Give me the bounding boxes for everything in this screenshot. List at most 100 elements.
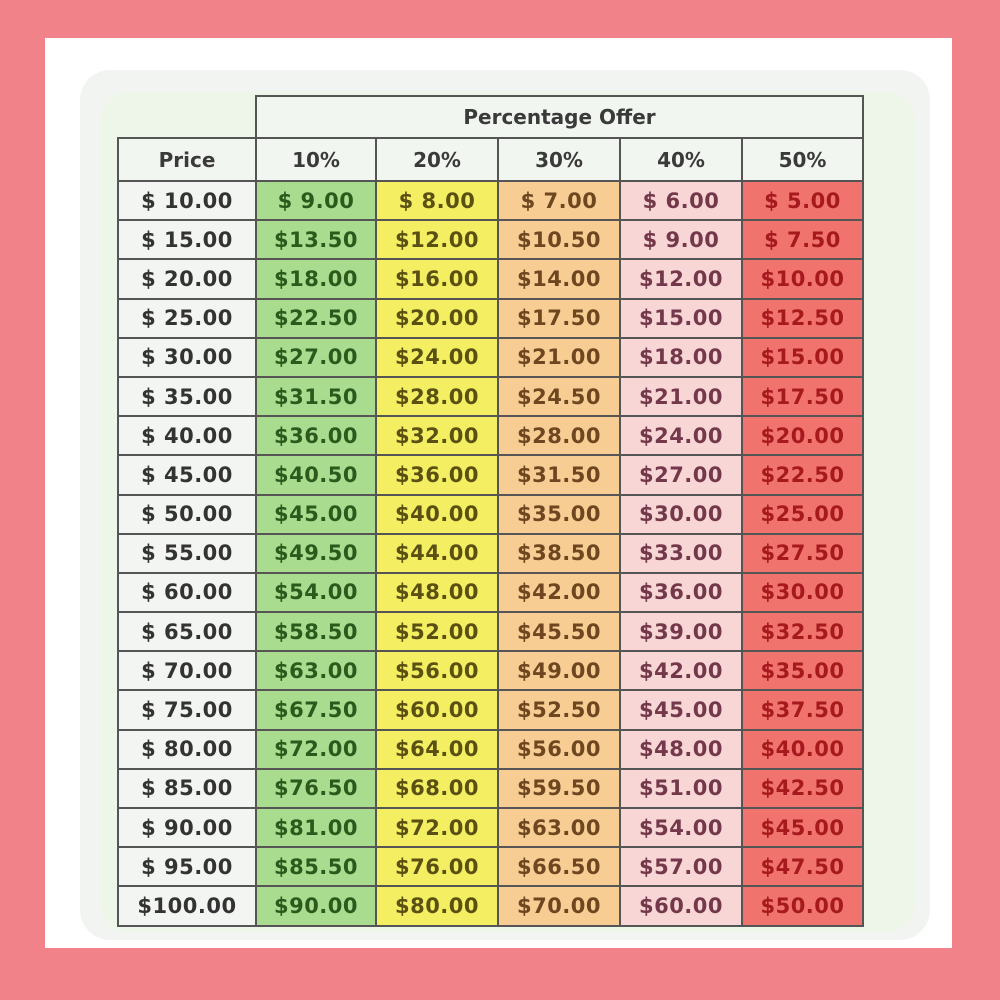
offer-cell: $ 9.00 xyxy=(255,179,377,222)
offer-cell: $30.00 xyxy=(619,493,743,535)
price-cell: $ 15.00 xyxy=(117,219,257,261)
offer-cell: $32.50 xyxy=(741,611,864,653)
offer-cell: $56.00 xyxy=(375,650,499,692)
offer-cell: $47.50 xyxy=(741,846,864,888)
offer-cell: $12.50 xyxy=(741,297,864,339)
offer-cell: $33.00 xyxy=(619,532,743,574)
table-row: $ 15.00 $13.50 $12.00 $10.50 $ 9.00 $ 7.50 xyxy=(117,219,864,261)
offer-cell: $21.00 xyxy=(497,336,621,378)
price-cell: $ 60.00 xyxy=(117,571,257,614)
price-header: Price xyxy=(117,137,257,182)
offer-cell: $ 7.50 xyxy=(741,219,864,261)
price-cell: $ 45.00 xyxy=(117,454,257,496)
offer-cell: $16.00 xyxy=(375,258,499,300)
percentage-offer-header: Percentage Offer xyxy=(255,95,864,139)
price-cell: $ 70.00 xyxy=(117,650,257,692)
offer-cell: $25.00 xyxy=(741,493,864,535)
offer-cell: $28.00 xyxy=(497,415,621,457)
offer-cell: $80.00 xyxy=(375,885,499,927)
table-row: $ 30.00 $27.00 $24.00 $21.00 $18.00 $15.00 xyxy=(117,336,864,378)
table-row: $ 90.00 $81.00 $72.00 $63.00 $54.00 $45.00 xyxy=(117,806,864,849)
offer-cell: $90.00 xyxy=(255,885,377,927)
offer-cell: $36.00 xyxy=(619,571,743,614)
offer-cell: $49.50 xyxy=(255,532,377,574)
offer-cell: $57.00 xyxy=(619,846,743,888)
offer-cell: $27.00 xyxy=(255,336,377,378)
table-row: $ 35.00 $31.50 $28.00 $24.50 $21.00 $17.50 xyxy=(117,375,864,418)
offer-cell: $64.00 xyxy=(375,728,499,770)
offer-cell: $76.50 xyxy=(255,767,377,810)
offer-cell: $66.50 xyxy=(497,846,621,888)
table-row: $ 75.00 $67.50 $60.00 $52.50 $45.00 $37.50 xyxy=(117,689,864,731)
offer-cell: $52.50 xyxy=(497,689,621,731)
offer-cell: $17.50 xyxy=(497,297,621,339)
blank-corner xyxy=(118,96,256,138)
offer-cell: $10.50 xyxy=(497,219,621,261)
table-row: $ 45.00 $40.50 $36.00 $31.50 $27.00 $22.50 xyxy=(117,454,864,496)
offer-cell: $24.00 xyxy=(619,415,743,457)
table-row: $ 25.00 $22.50 $20.00 $17.50 $15.00 $12.50 xyxy=(117,297,864,339)
offer-cell: $37.50 xyxy=(741,689,864,731)
offer-cell: $40.50 xyxy=(255,454,377,496)
table-row: $ 50.00 $45.00 $40.00 $35.00 $30.00 $25.00 xyxy=(117,493,864,535)
offer-cell: $68.00 xyxy=(375,767,499,810)
offer-cell: $44.00 xyxy=(375,532,499,574)
table-row: $ 20.00 $18.00 $16.00 $14.00 $12.00 $10.00 xyxy=(117,258,864,300)
offer-cell: $31.50 xyxy=(497,454,621,496)
offer-cell: $63.00 xyxy=(497,806,621,849)
offer-cell: $32.00 xyxy=(375,415,499,457)
offer-cell: $40.00 xyxy=(375,493,499,535)
offer-cell: $ 6.00 xyxy=(619,179,743,222)
offer-cell: $45.50 xyxy=(497,611,621,653)
offer-cell: $59.50 xyxy=(497,767,621,810)
offer-cell: $22.50 xyxy=(741,454,864,496)
price-cell: $ 20.00 xyxy=(117,258,257,300)
offer-cell: $52.00 xyxy=(375,611,499,653)
offer-cell: $28.00 xyxy=(375,375,499,418)
offer-cell: $45.00 xyxy=(741,806,864,849)
offer-cell: $76.00 xyxy=(375,846,499,888)
offer-cell: $42.50 xyxy=(741,767,864,810)
offer-cell: $38.50 xyxy=(497,532,621,574)
offer-cell: $18.00 xyxy=(255,258,377,300)
price-cell: $ 30.00 xyxy=(117,336,257,378)
offer-cell: $24.50 xyxy=(497,375,621,418)
offer-cell: $13.50 xyxy=(255,219,377,261)
offer-cell: $12.00 xyxy=(619,258,743,300)
offer-cell: $20.00 xyxy=(741,415,864,457)
price-cell: $ 85.00 xyxy=(117,767,257,810)
offer-cell: $39.00 xyxy=(619,611,743,653)
offer-cell: $42.00 xyxy=(497,571,621,614)
offer-cell: $21.00 xyxy=(619,375,743,418)
offer-cell: $48.00 xyxy=(375,571,499,614)
offer-cell: $49.00 xyxy=(497,650,621,692)
price-cell: $ 25.00 xyxy=(117,297,257,339)
offer-cell: $ 5.00 xyxy=(741,179,864,222)
offer-cell: $60.00 xyxy=(375,689,499,731)
price-cell: $ 35.00 xyxy=(117,375,257,418)
offer-cell: $70.00 xyxy=(497,885,621,927)
offer-cell: $ 9.00 xyxy=(619,219,743,261)
offer-cell: $20.00 xyxy=(375,297,499,339)
offer-cell: $17.50 xyxy=(741,375,864,418)
offer-cell: $27.50 xyxy=(741,532,864,574)
offer-cell: $54.00 xyxy=(619,806,743,849)
price-offer-table: Percentage Offer Price 10% 20% 30% 40% 50% $… xyxy=(117,95,864,927)
price-cell: $ 10.00 xyxy=(117,179,257,222)
offer-cell: $12.00 xyxy=(375,219,499,261)
offer-cell: $45.00 xyxy=(619,689,743,731)
offer-cell: $54.00 xyxy=(255,571,377,614)
offer-cell: $36.00 xyxy=(375,454,499,496)
table-row: $ 95.00 $85.50 $76.00 $66.50 $57.00 $47.50 xyxy=(117,846,864,888)
offer-cell: $40.00 xyxy=(741,728,864,770)
table-row: $ 55.00 $49.50 $44.00 $38.50 $33.00 $27.50 xyxy=(117,532,864,574)
price-cell: $ 80.00 xyxy=(117,728,257,770)
table-row: $ 85.00 $76.50 $68.00 $59.50 $51.00 $42.50 xyxy=(117,767,864,810)
offer-cell: $15.00 xyxy=(619,297,743,339)
offer-cell: $67.50 xyxy=(255,689,377,731)
price-cell: $ 40.00 xyxy=(117,415,257,457)
offer-cell: $63.00 xyxy=(255,650,377,692)
column-header-40-percent: 40% xyxy=(619,137,743,182)
offer-cell: $60.00 xyxy=(619,885,743,927)
offer-cell: $22.50 xyxy=(255,297,377,339)
